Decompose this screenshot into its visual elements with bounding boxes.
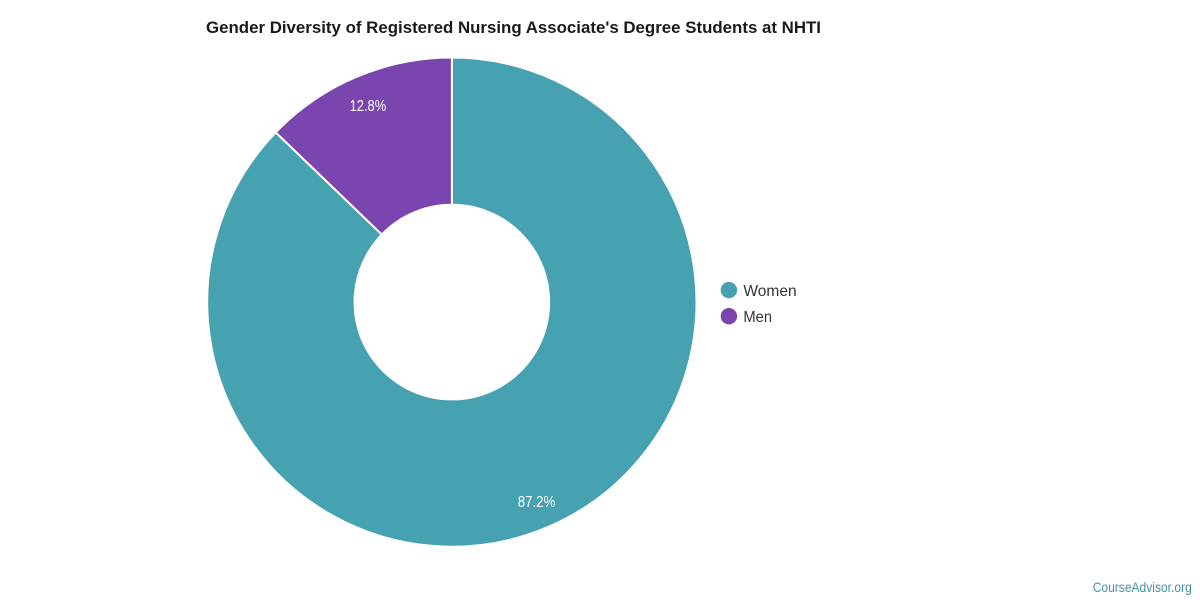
svg-text:CourseAdvisor.org: CourseAdvisor.org [1093,579,1192,595]
svg-text:Gender Diversity of Registered: Gender Diversity of Registered Nursing A… [206,18,821,37]
svg-text:Women: Women [743,283,796,300]
svg-text:Men: Men [743,309,772,326]
svg-text:12.8%: 12.8% [350,98,387,115]
svg-text:87.2%: 87.2% [518,494,556,511]
